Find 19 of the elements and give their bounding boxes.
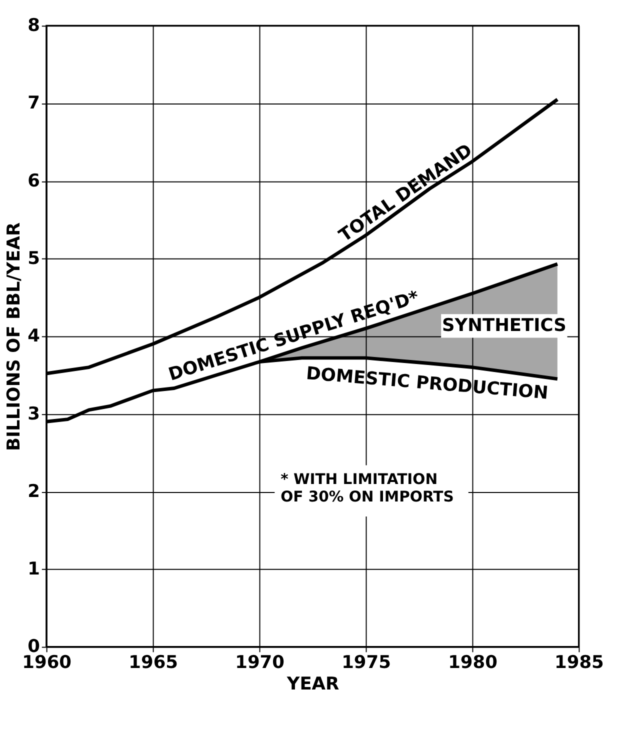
annotation: * WITH LIMITATION OF 30% ON IMPORTS [280, 471, 454, 506]
series-label: DOMESTIC PRODUCTION [305, 364, 549, 404]
x-tick-label: 1985 [554, 652, 604, 673]
x-tick-label: 1970 [235, 652, 284, 673]
y-tick-label: 4 [28, 326, 40, 347]
y-tick-label: 6 [28, 171, 40, 192]
y-axis-title: BILLIONS OF BBL/YEAR [4, 222, 25, 452]
x-tick-label: 1975 [342, 652, 391, 673]
x-tick-label: 1965 [128, 652, 178, 673]
y-tick-label: 8 [28, 16, 40, 36]
y-tick-label: 3 [28, 404, 40, 424]
y-tick-label: 5 [28, 249, 40, 269]
y-tick-label: 7 [28, 94, 40, 114]
y-tick-label: 2 [28, 482, 40, 502]
x-tick-label: 1960 [22, 652, 72, 673]
y-tick-label: 1 [28, 560, 40, 580]
annotation: SYNTHETICS [442, 316, 566, 336]
x-axis-title: YEAR [286, 674, 340, 695]
x-tick-label: 1980 [448, 652, 498, 673]
